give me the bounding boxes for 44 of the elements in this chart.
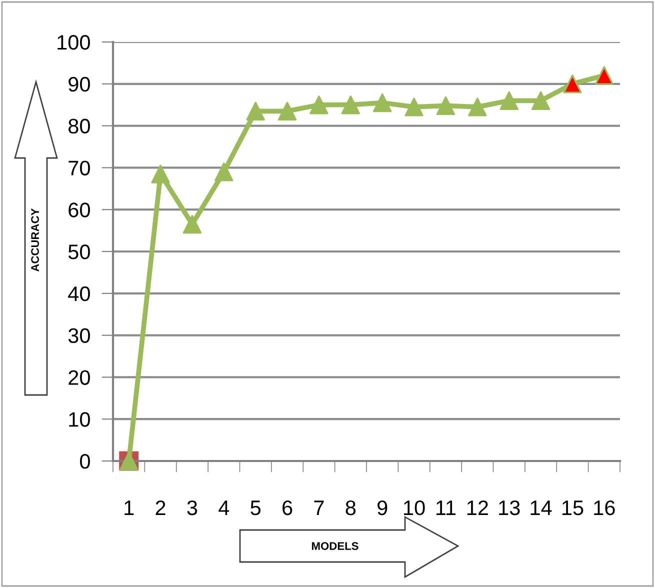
point [341, 96, 360, 114]
y-tick-label: 0 [80, 454, 90, 469]
point [404, 98, 424, 116]
y-tick-label: 10 [69, 412, 90, 427]
x-tick-label: 7 [314, 500, 324, 515]
x-tick-label: 2 [156, 500, 166, 515]
y-axis-title: ACCURACY [31, 208, 39, 272]
x-tick-label: 5 [250, 500, 261, 516]
x-tick-label: 6 [282, 500, 292, 516]
y-tick-label: 60 [68, 202, 90, 218]
y-tick-label: 50 [68, 244, 90, 260]
y-tick-label: 90 [68, 76, 90, 92]
point [278, 102, 297, 120]
x-tick-label: 14 [530, 500, 552, 515]
x-tick-label: 15 [562, 500, 584, 516]
point [151, 164, 170, 184]
point [436, 96, 456, 116]
y-tick-label: 20 [68, 370, 90, 385]
x-tick-label: 4 [218, 500, 230, 515]
point [594, 66, 614, 85]
x-tick-label: 3 [187, 500, 198, 516]
x-tick-label: 9 [378, 500, 388, 516]
y-tick-label: 70 [68, 160, 90, 176]
point [531, 91, 550, 110]
point [500, 91, 518, 110]
x-axis-title: MODELS [312, 542, 358, 550]
y-tick-label: 40 [68, 286, 90, 302]
x-tick-label: 11 [436, 500, 456, 515]
point [373, 93, 392, 112]
x-tick-label: 8 [346, 500, 356, 516]
x-tick-label: 10 [404, 500, 425, 516]
point [182, 214, 202, 234]
x-tick-label: 13 [499, 500, 520, 516]
x-tick-label: 1 [124, 500, 134, 515]
point [468, 98, 487, 116]
point [563, 74, 582, 94]
y-tick-label: 80 [68, 118, 90, 134]
x-tick-label: 16 [594, 500, 615, 516]
y-tick-label: 100 [58, 35, 90, 50]
point [310, 96, 328, 114]
point [246, 102, 265, 120]
y-tick-label: 30 [68, 328, 90, 344]
x-tick-label: 12 [467, 500, 488, 515]
point [214, 162, 234, 182]
